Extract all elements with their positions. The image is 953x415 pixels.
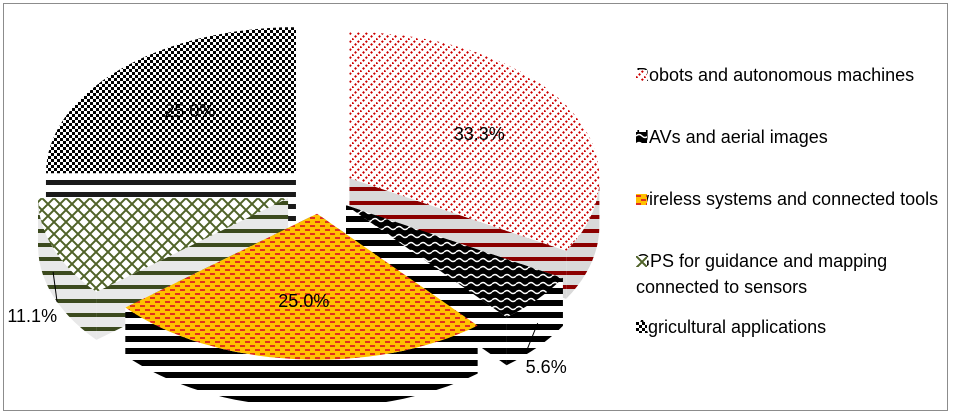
legend-swatch-uavs (636, 132, 647, 143)
pie-slice-side (566, 178, 600, 299)
pie-slice-top (38, 198, 289, 292)
legend-item-agricultural[interactable]: Agricultural applications (636, 314, 826, 340)
leader-line-gps (52, 271, 58, 303)
pie-slice-side (506, 278, 563, 366)
pie-slice-top (125, 213, 478, 360)
pie-slice-uavs[interactable] (346, 205, 563, 366)
pie-slice-agricultural[interactable] (45, 27, 296, 222)
legend-item-uavs[interactable]: UAVs and aerial images (636, 124, 828, 150)
legend-label: Agricultural applications (636, 317, 827, 337)
legend-swatch-gps (636, 256, 647, 267)
data-label-agricultural: 25.0% (164, 101, 215, 121)
legend-swatch-agricultural (636, 322, 647, 333)
legend-item-wireless[interactable]: wireless systems and connected tools (636, 186, 938, 212)
data-label-wireless: 25.0% (278, 291, 329, 311)
legend-label: Robots and autonomous machines (636, 65, 915, 85)
legend-swatch-robots (636, 70, 647, 81)
leader-line-uavs (525, 322, 539, 354)
pie-slice-side (38, 198, 97, 340)
legend-label: wireless systems and connected tools (636, 189, 939, 209)
data-label-uavs: 5.6% (526, 357, 567, 377)
legend-item-gps[interactable]: GPS for guidance and mapping connected t… (636, 248, 948, 300)
pie-slice-side (125, 307, 478, 408)
legend-label: UAVs and aerial images (636, 127, 828, 147)
pie-slice-wireless[interactable] (125, 213, 478, 408)
pie-slice-top (349, 32, 600, 251)
data-label-robots: 33.3% (454, 124, 505, 144)
legend-label: GPS for guidance and mapping connected t… (636, 251, 888, 297)
legend-swatch-wireless (636, 194, 647, 205)
pie-slice-top (346, 205, 563, 318)
pie-slice-top (46, 27, 296, 174)
data-label-gps: 11.1% (7, 306, 57, 326)
legend-item-robots[interactable]: Robots and autonomous machines (636, 62, 914, 88)
